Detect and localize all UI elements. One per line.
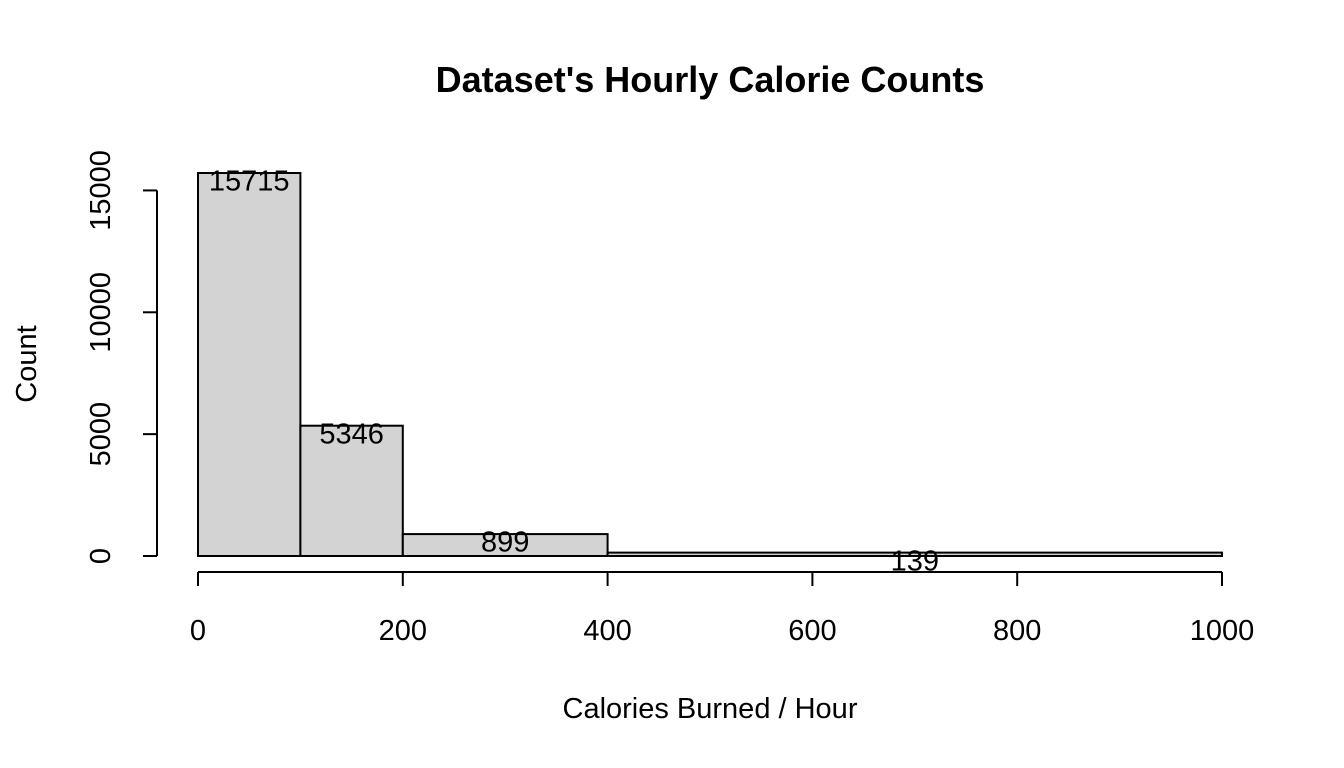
bar-count-label-1: 5346 bbox=[319, 418, 384, 450]
bar-count-label-2: 899 bbox=[481, 527, 529, 559]
x-tick-label-2: 400 bbox=[583, 615, 631, 647]
histogram-bar-2 bbox=[401, 533, 609, 557]
x-axis: 0 200 400 600 800 1000 bbox=[190, 571, 1255, 647]
x-tick-label-5: 1000 bbox=[1190, 615, 1255, 647]
y-tick-label-1: 5000 bbox=[85, 402, 117, 467]
histogram-bar-0 bbox=[197, 172, 302, 557]
x-tick-label-4: 800 bbox=[993, 615, 1041, 647]
bar-count-label-0: 15715 bbox=[209, 166, 290, 198]
y-tick-label-0: 0 bbox=[85, 548, 117, 564]
y-axis-label: Count bbox=[11, 325, 43, 402]
histogram-bar-3 bbox=[606, 551, 1223, 558]
x-tick-label-1: 200 bbox=[379, 615, 427, 647]
y-axis: 0 5000 10000 15000 bbox=[85, 150, 158, 564]
chart-title: Dataset's Hourly Calorie Counts bbox=[436, 59, 985, 100]
x-tick-label-0: 0 bbox=[190, 615, 206, 647]
bars-group bbox=[197, 172, 1223, 558]
x-tick-label-3: 600 bbox=[788, 615, 836, 647]
x-axis-label: Calories Burned / Hour bbox=[563, 693, 858, 725]
y-tick-label-3: 15000 bbox=[85, 150, 117, 231]
histogram-bar-1 bbox=[299, 424, 404, 557]
y-tick-label-2: 10000 bbox=[85, 272, 117, 353]
